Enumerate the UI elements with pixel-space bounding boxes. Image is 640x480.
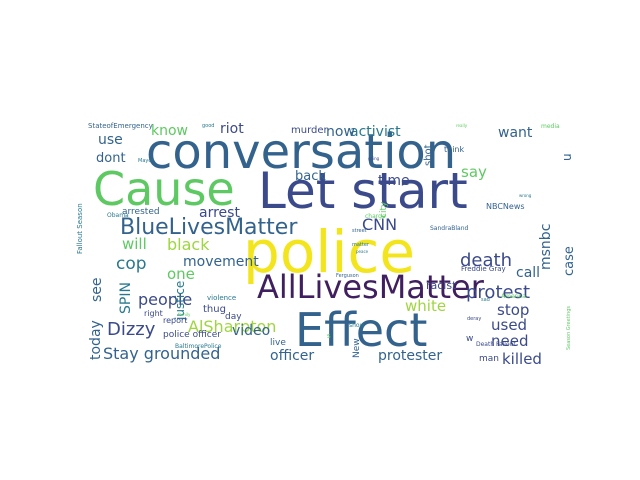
word-alsharpton: AlSharpton bbox=[188, 317, 276, 336]
word-use: use bbox=[98, 132, 123, 148]
word-going: going bbox=[368, 156, 380, 161]
word-thug: thug bbox=[203, 304, 226, 315]
word-mayor: Mayor bbox=[138, 158, 154, 164]
word-charge: charge bbox=[365, 213, 386, 220]
word-video: video bbox=[232, 323, 270, 339]
word-right: right bbox=[144, 309, 163, 318]
word-let-start: Let start bbox=[258, 162, 468, 220]
word-w: w bbox=[466, 334, 473, 344]
word-city: city bbox=[379, 201, 389, 218]
word-want: want bbox=[498, 125, 533, 141]
word-killed: killed bbox=[502, 350, 542, 368]
word-white: white bbox=[405, 297, 446, 315]
word-arrested: arrested bbox=[122, 207, 160, 217]
word-stay-grounded: Stay grounded bbox=[103, 344, 220, 363]
word-street: street bbox=[352, 228, 367, 234]
word-spin: SPIN bbox=[118, 282, 134, 314]
word-deray: deray bbox=[467, 316, 481, 322]
word-s: s bbox=[327, 332, 331, 340]
word-nbcnews: NBCNews bbox=[486, 202, 525, 211]
word-u: u bbox=[560, 153, 574, 161]
word-cop: cop bbox=[116, 254, 147, 274]
word-good: good bbox=[202, 123, 214, 129]
word-today: today bbox=[88, 320, 104, 360]
word-report: report bbox=[163, 316, 187, 325]
word-police-officer: police officer bbox=[163, 330, 221, 340]
word-live: live bbox=[270, 338, 286, 348]
word-one: one bbox=[167, 265, 195, 283]
word-need: need bbox=[491, 332, 529, 350]
word-effect: Effect bbox=[295, 303, 427, 357]
word-conversation: conversation bbox=[146, 124, 456, 180]
word-freddie-gray: Freddie Gray bbox=[461, 265, 506, 273]
word-say: say bbox=[461, 163, 487, 181]
word-call: call bbox=[516, 265, 540, 281]
word-season-greetings: Season Greetings bbox=[566, 306, 572, 350]
word-death: death bbox=[460, 250, 512, 271]
word-justice: justice bbox=[173, 281, 187, 321]
word-ferguson: Ferguson bbox=[336, 273, 359, 279]
word-sandrabland: SandraBland bbox=[430, 225, 469, 232]
word-movement: movement bbox=[183, 254, 259, 270]
word-msnbc: msnbc bbox=[538, 224, 554, 270]
word-dont: dont bbox=[96, 151, 126, 166]
word-matter: matter bbox=[352, 242, 370, 248]
word-wrong: wrong bbox=[519, 193, 532, 198]
word-back: back bbox=[295, 169, 326, 184]
word-people: people bbox=[138, 290, 192, 309]
word-new: New bbox=[352, 338, 362, 358]
word-black: black bbox=[167, 235, 210, 254]
word-used: used bbox=[491, 316, 527, 334]
word-show: show bbox=[349, 322, 365, 329]
word-day: day bbox=[225, 312, 242, 322]
word-america: America bbox=[501, 293, 526, 300]
word-murder: murder bbox=[291, 125, 329, 136]
word-peace: peace bbox=[356, 249, 369, 254]
word-case: case bbox=[562, 246, 577, 276]
word-racist: racist bbox=[426, 279, 457, 292]
word-media: media bbox=[541, 123, 560, 130]
word-think: think bbox=[444, 145, 465, 154]
word-baltimorepolice: BaltimorePolice bbox=[175, 343, 222, 350]
word-dizzy: Dizzy bbox=[107, 319, 156, 340]
word-violence: violence bbox=[207, 294, 236, 302]
word-obama: Obama bbox=[107, 212, 129, 219]
word-see: see bbox=[89, 277, 105, 302]
word-stop: stop bbox=[497, 301, 529, 319]
word-family: family bbox=[178, 312, 191, 317]
word-fallout-season: Fallout Season bbox=[76, 203, 84, 254]
word-alllivesmatter: AllLivesMatter bbox=[257, 268, 485, 306]
word-protest: protest bbox=[466, 282, 530, 303]
word-death-fallout: Death Fallout bbox=[476, 341, 516, 348]
word-shot: shot bbox=[423, 144, 434, 166]
word-really: really bbox=[456, 123, 468, 128]
word-police: police bbox=[243, 218, 415, 286]
word-now: now bbox=[326, 124, 355, 140]
word-will: will bbox=[122, 235, 147, 253]
word-cnn: CNN bbox=[362, 215, 397, 234]
word-officer: officer bbox=[270, 348, 314, 364]
word-riot: riot bbox=[220, 121, 244, 137]
word-activist: activist bbox=[350, 124, 401, 140]
word-man: man bbox=[479, 354, 499, 364]
word-protester: protester bbox=[378, 348, 442, 364]
word-sad: sad bbox=[481, 297, 490, 303]
word-arrest: arrest bbox=[199, 205, 240, 221]
word-know: know bbox=[151, 123, 188, 139]
word-stateofemergency: StateofEmergency bbox=[88, 122, 153, 130]
word-bluelivesmatter: BlueLivesMatter bbox=[120, 215, 298, 240]
word-time: time bbox=[378, 173, 410, 189]
word-cause: Cause bbox=[93, 162, 235, 216]
